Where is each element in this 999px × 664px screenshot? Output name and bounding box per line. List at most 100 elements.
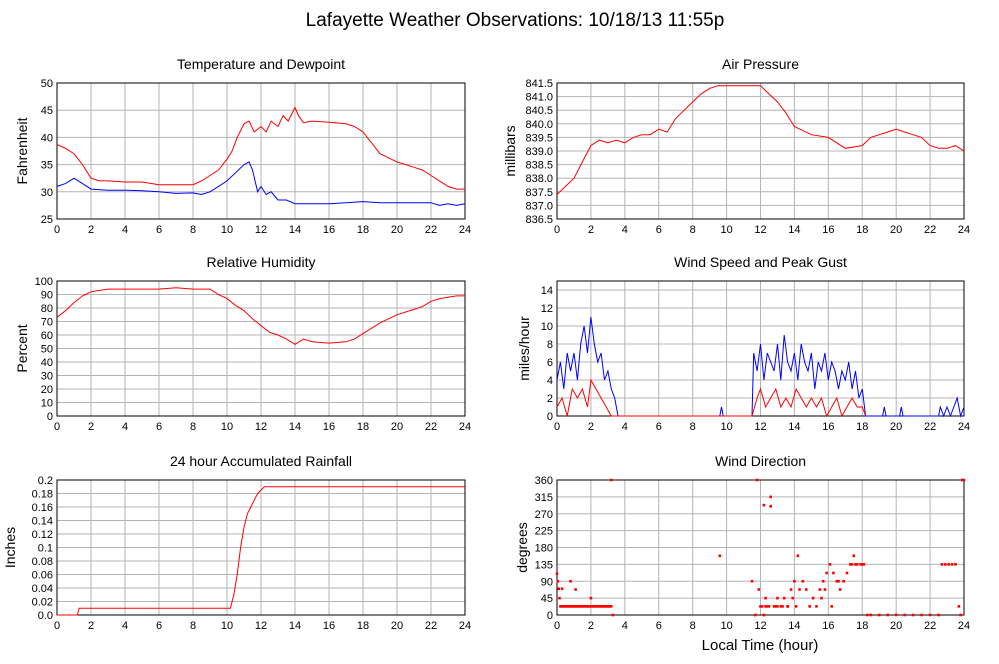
x-tick-label: 22 bbox=[924, 421, 936, 433]
x-tick-label: 12 bbox=[754, 421, 766, 433]
x-tick-label: 0 bbox=[54, 620, 60, 632]
wind_speed-series-1-line bbox=[556, 378, 867, 418]
temperature-y-axis-label: Fahrenheit bbox=[14, 117, 30, 184]
y-tick-label: 4 bbox=[547, 375, 553, 387]
wind_direction-point bbox=[954, 563, 957, 566]
x-tick-label: 4 bbox=[122, 224, 128, 236]
wind_direction-point bbox=[757, 588, 761, 591]
x-tick-label: 4 bbox=[622, 421, 628, 433]
wind_direction-point bbox=[854, 563, 857, 566]
wind_direction-point bbox=[584, 605, 588, 608]
rainfall-y-axis-label: Inches bbox=[2, 527, 18, 568]
wind_direction-point bbox=[837, 579, 840, 583]
wind_direction-point bbox=[776, 596, 779, 600]
y-tick-label: 841.0 bbox=[525, 92, 553, 104]
wind_direction-point bbox=[574, 588, 577, 591]
x-tick-label: 0 bbox=[554, 620, 560, 632]
x-tick-label: 22 bbox=[425, 421, 437, 433]
wind_direction-point bbox=[603, 605, 606, 608]
wind_direction-point bbox=[570, 605, 574, 608]
x-tick-label: 4 bbox=[122, 421, 128, 433]
x-tick-label: 14 bbox=[289, 620, 301, 632]
wind_direction-y-axis-label: degrees bbox=[514, 522, 530, 573]
wind_direction-point bbox=[599, 605, 603, 608]
x-tick-label: 2 bbox=[588, 620, 594, 632]
wind_direction-point bbox=[815, 605, 818, 608]
wind_direction-point bbox=[606, 605, 610, 608]
y-tick-label: 0.0 bbox=[38, 610, 53, 622]
wind_direction-point bbox=[811, 596, 815, 600]
x-tick-label: 8 bbox=[190, 421, 196, 433]
y-tick-label: 70 bbox=[41, 317, 53, 329]
y-tick-label: 0.02 bbox=[32, 597, 53, 609]
wind_direction-point bbox=[769, 495, 772, 499]
wind_direction-point bbox=[601, 605, 605, 608]
wind_direction-frame bbox=[556, 479, 965, 616]
y-tick-label: 0.12 bbox=[32, 529, 53, 541]
wind_direction-point bbox=[779, 605, 783, 608]
wind_direction-point bbox=[962, 478, 966, 482]
x-tick-label: 0 bbox=[54, 421, 60, 433]
x-tick-label: 12 bbox=[754, 224, 766, 236]
wind_direction-point bbox=[586, 605, 589, 608]
x-tick-label: 8 bbox=[690, 620, 696, 632]
pressure-y-axis-label: millibars bbox=[502, 125, 518, 176]
wind_direction-point bbox=[576, 605, 579, 608]
wind_direction-point bbox=[772, 605, 776, 608]
x-tick-label: 12 bbox=[255, 224, 267, 236]
wind_direction-point bbox=[560, 587, 564, 591]
wind_direction-point bbox=[862, 563, 866, 566]
y-tick-label: 0 bbox=[47, 411, 53, 423]
x-tick-label: 20 bbox=[391, 421, 403, 433]
y-tick-label: 10 bbox=[41, 398, 53, 410]
x-tick-label: 6 bbox=[156, 224, 162, 236]
x-tick-label: 2 bbox=[88, 620, 94, 632]
y-tick-label: 837.0 bbox=[525, 200, 553, 212]
wind_direction-point bbox=[940, 563, 944, 566]
x-tick-label: 14 bbox=[289, 421, 301, 433]
wind_direction-point bbox=[801, 579, 805, 583]
rainfall-title: 24 hour Accumulated Rainfall bbox=[170, 453, 352, 469]
y-tick-label: 40 bbox=[41, 357, 53, 369]
wind_direction-point bbox=[877, 613, 881, 617]
wind_direction-point bbox=[762, 613, 766, 617]
wind_direction-point bbox=[750, 579, 754, 583]
wind_direction-point bbox=[781, 605, 784, 608]
y-tick-label: 841.5 bbox=[525, 78, 553, 90]
wind_direction-point bbox=[866, 613, 869, 617]
x-tick-label: 6 bbox=[656, 421, 662, 433]
x-tick-label: 24 bbox=[459, 224, 471, 236]
x-tick-label: 8 bbox=[190, 620, 196, 632]
wind_direction-point bbox=[793, 579, 796, 583]
wind_direction-point bbox=[559, 605, 562, 608]
wind_direction-point bbox=[825, 571, 828, 575]
y-tick-label: 45 bbox=[541, 593, 553, 605]
wind_direction-point bbox=[818, 588, 822, 591]
wind_direction-point bbox=[598, 605, 601, 608]
x-tick-label: 2 bbox=[588, 421, 594, 433]
wind_direction-point bbox=[774, 605, 778, 608]
wind_direction-point bbox=[589, 605, 593, 608]
y-tick-label: 0.08 bbox=[32, 556, 53, 568]
x-tick-label: 14 bbox=[788, 421, 800, 433]
temperature-title: Temperature and Dewpoint bbox=[177, 56, 345, 72]
wind_direction-point bbox=[959, 613, 962, 617]
wind_direction-point bbox=[835, 579, 839, 583]
y-tick-label: 45 bbox=[41, 105, 53, 117]
x-tick-label: 4 bbox=[622, 620, 628, 632]
x-tick-label: 16 bbox=[323, 620, 335, 632]
wind_speed-series-0-line bbox=[556, 316, 965, 418]
wind_direction-point bbox=[579, 605, 583, 608]
y-tick-label: 0.1 bbox=[38, 543, 53, 555]
wind_direction-point bbox=[776, 605, 779, 608]
x-tick-label: 24 bbox=[958, 224, 970, 236]
wind_direction-point bbox=[569, 605, 572, 608]
x-tick-label: 18 bbox=[856, 421, 868, 433]
y-tick-label: 0.06 bbox=[32, 570, 53, 582]
y-tick-label: 225 bbox=[535, 526, 553, 538]
wind_direction-point bbox=[574, 605, 577, 608]
x-tick-label: 14 bbox=[788, 224, 800, 236]
y-tick-label: 90 bbox=[41, 290, 53, 302]
